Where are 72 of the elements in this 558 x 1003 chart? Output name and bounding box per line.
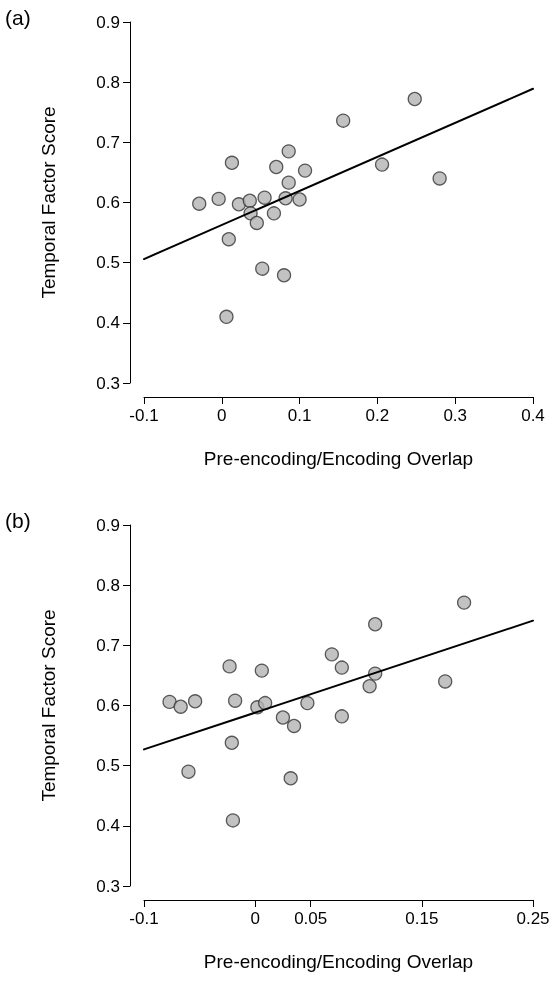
y-tick-label: 0.3 (96, 373, 120, 393)
point (300, 695, 315, 711)
point (222, 659, 237, 674)
point (276, 268, 292, 283)
point (187, 694, 203, 709)
x-tick-label: 0.15 (405, 909, 439, 928)
y-tick-label: 0.5 (96, 253, 120, 273)
point (368, 617, 383, 632)
point (219, 309, 234, 324)
x-tick-label: -0.1 (129, 909, 159, 928)
x-tick-label: 0.1 (287, 406, 312, 425)
point (225, 813, 241, 828)
y-tick-label: 0.6 (96, 696, 120, 715)
point (281, 175, 296, 190)
y-tick-label: 0.7 (96, 132, 120, 152)
point (297, 163, 313, 178)
point (173, 699, 188, 714)
point (162, 694, 177, 710)
point (438, 674, 453, 689)
x-tick-label: -0.1 (129, 406, 159, 425)
point (432, 171, 447, 186)
chart-title: (b) (5, 509, 31, 532)
y-tick-label: 0.3 (96, 876, 120, 896)
point (407, 91, 422, 107)
x-tick-label: 0.2 (365, 406, 390, 425)
point (221, 232, 236, 247)
point (456, 595, 472, 610)
point (275, 710, 291, 725)
point (266, 206, 282, 221)
point (334, 660, 349, 675)
point (334, 709, 349, 724)
point (224, 735, 239, 750)
point (249, 215, 264, 231)
x-tick-label: 0 (250, 909, 260, 928)
x-tick-label: 0.25 (516, 909, 550, 928)
x-tick-label: 0 (217, 406, 227, 425)
point (269, 159, 284, 175)
point (231, 197, 247, 212)
x-tick-label: 0.05 (294, 909, 328, 928)
point (211, 191, 226, 207)
point (254, 663, 269, 678)
point (283, 771, 298, 786)
point (336, 113, 351, 128)
point (224, 155, 240, 170)
y-tick-label: 0.9 (96, 12, 120, 32)
y-tick-label: 0.9 (96, 515, 120, 535)
y-tick-label: 0.4 (96, 816, 120, 836)
point (242, 193, 257, 208)
point (181, 764, 196, 779)
y-axis-title: Temporal Factor Score (38, 106, 59, 299)
y-tick-label: 0.8 (96, 575, 120, 595)
x-axis-title: Pre-encoding/Encoding Overlap (203, 951, 474, 972)
point (324, 647, 339, 662)
chart-title: (a) (5, 6, 31, 29)
y-tick-label: 0.6 (96, 193, 120, 212)
point (228, 693, 243, 708)
point (255, 261, 270, 276)
point (192, 196, 207, 211)
point (281, 144, 296, 159)
point (362, 679, 377, 694)
y-tick-label: 0.4 (96, 313, 120, 333)
point (286, 718, 302, 734)
y-axis-title: Temporal Factor Score (38, 609, 59, 802)
point (257, 190, 272, 205)
y-tick-label: 0.7 (96, 635, 120, 655)
point (374, 157, 390, 172)
y-tick-label: 0.8 (96, 72, 120, 92)
x-tick-label: 0.3 (443, 406, 468, 425)
x-axis-title: Pre-encoding/Encoding Overlap (203, 448, 474, 469)
y-tick-label: 0.5 (96, 756, 120, 776)
x-tick-label: 0.4 (521, 406, 545, 425)
point (292, 192, 307, 207)
